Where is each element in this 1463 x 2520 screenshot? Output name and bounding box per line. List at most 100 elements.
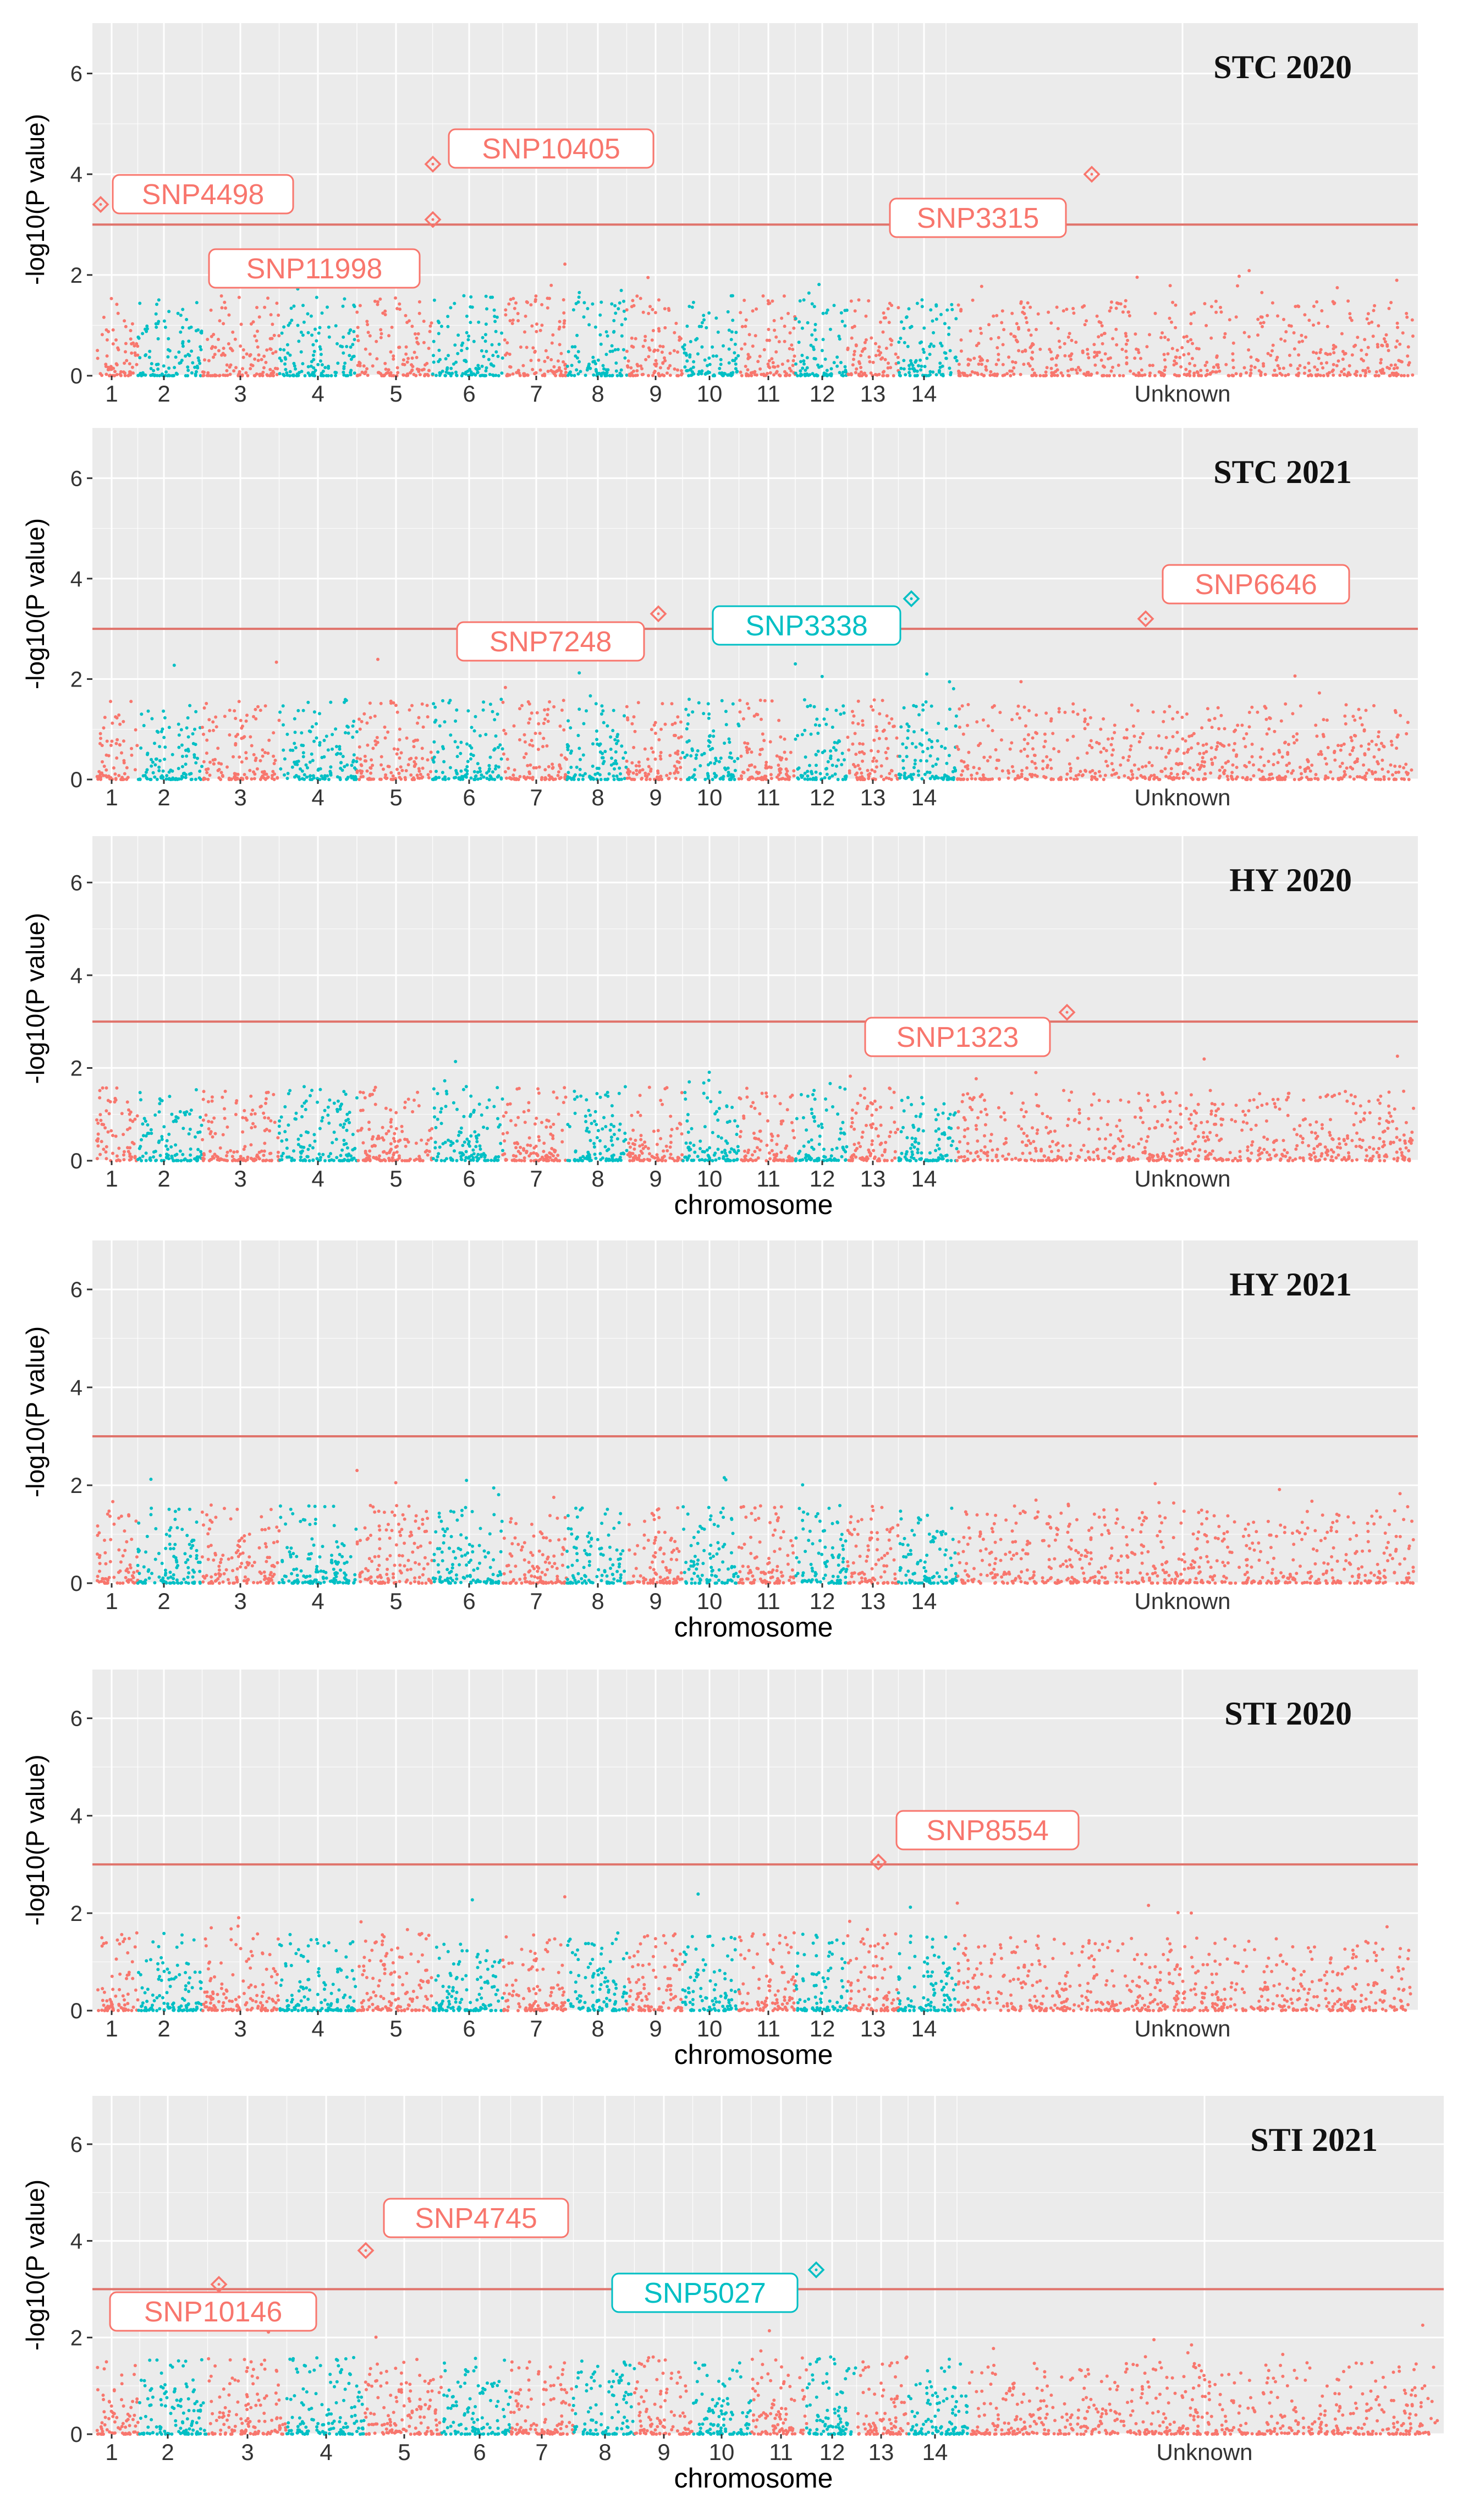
snp-point <box>309 730 312 733</box>
snp-point <box>283 1130 287 1134</box>
snp-point <box>625 308 629 312</box>
snp-point <box>1407 778 1411 781</box>
snp-point <box>362 712 366 716</box>
snp-point <box>513 768 516 772</box>
snp-point <box>1266 314 1269 317</box>
snp-point <box>599 778 603 781</box>
snp-point <box>302 773 306 777</box>
snp-point <box>1009 374 1013 377</box>
snp-point <box>1307 361 1311 365</box>
snp-point <box>1181 737 1185 741</box>
snp-point <box>277 1132 281 1135</box>
snp-point <box>1355 760 1359 764</box>
snp-point <box>917 364 920 367</box>
snp-point <box>449 733 453 737</box>
snp-point <box>566 374 570 377</box>
snp-point <box>569 726 573 730</box>
snp-point <box>188 1159 192 1162</box>
snp-point <box>559 370 563 373</box>
snp-point <box>1318 374 1322 377</box>
snp-point <box>529 763 532 767</box>
x-tick-label: 3 <box>234 784 246 810</box>
snp-point <box>622 756 625 760</box>
snp-point <box>227 313 231 317</box>
snp-point <box>503 685 507 689</box>
snp-point <box>972 356 976 360</box>
snp-point <box>1126 310 1130 314</box>
snp-point <box>491 770 494 774</box>
snp-point <box>610 756 613 760</box>
snp-point <box>223 715 227 718</box>
snp-point <box>635 768 639 772</box>
snp-point <box>1394 363 1397 367</box>
snp-point <box>1125 736 1129 740</box>
snp-point <box>114 777 118 781</box>
snp-point <box>1395 746 1399 750</box>
snp-point <box>105 372 108 376</box>
snp-point <box>747 706 751 710</box>
snp-point <box>456 745 460 749</box>
snp-point <box>499 777 503 781</box>
snp-point <box>208 760 212 764</box>
snp-point <box>903 341 906 344</box>
snp-point <box>874 354 878 358</box>
snp-point <box>317 1152 321 1156</box>
snp-point <box>1270 349 1274 353</box>
snp-point <box>849 372 853 376</box>
snp-point <box>124 325 128 328</box>
snp-point <box>332 1130 336 1134</box>
snp-point <box>355 310 359 314</box>
snp-point <box>618 301 622 305</box>
snp-point <box>1063 342 1066 345</box>
snp-point <box>566 350 570 354</box>
snp-point <box>1151 710 1155 714</box>
snp-point <box>842 704 845 708</box>
snp-point <box>397 1139 400 1143</box>
snp-point <box>1347 371 1350 375</box>
snp-point <box>841 370 845 374</box>
snp-point <box>1188 766 1192 770</box>
snp-point <box>1391 773 1394 777</box>
snp-point <box>724 710 728 713</box>
snp-point <box>506 374 510 377</box>
snp-point <box>437 776 441 779</box>
snp-point <box>615 742 618 745</box>
snp-point <box>455 755 459 759</box>
snp-point <box>415 341 419 344</box>
snp-point <box>484 322 488 326</box>
snp-point <box>430 321 433 325</box>
snp-point <box>625 759 629 763</box>
snp-point <box>504 308 508 312</box>
snp-point <box>1395 339 1399 343</box>
snp-point <box>926 770 930 774</box>
snp-point <box>241 348 245 352</box>
snp-point <box>620 323 624 327</box>
snp-point <box>295 374 299 377</box>
snp-point <box>777 373 781 377</box>
snp-point <box>183 1113 187 1117</box>
snp-point <box>227 342 230 345</box>
snp-point <box>348 1111 351 1114</box>
snp-point <box>1186 339 1190 343</box>
snp-point <box>105 1157 108 1161</box>
snp-point <box>184 776 188 779</box>
snp-point <box>1218 768 1222 772</box>
snp-point <box>1057 707 1061 711</box>
snp-point <box>578 290 581 294</box>
snp-point <box>505 341 509 345</box>
snp-point <box>115 1154 119 1158</box>
snp-point <box>1214 299 1218 303</box>
snp-point <box>1175 710 1179 714</box>
snp-point <box>1030 760 1034 764</box>
snp-point <box>624 765 628 769</box>
snp-point <box>154 312 158 316</box>
snp-point <box>387 334 391 338</box>
snp-point <box>241 1159 245 1162</box>
snp-point <box>700 321 704 325</box>
sig-snp-center <box>1090 173 1093 176</box>
snp-point <box>115 363 119 367</box>
snp-point <box>1312 323 1315 327</box>
snp-point <box>166 355 170 359</box>
snp-point <box>1071 367 1075 371</box>
snp-point <box>615 374 619 377</box>
